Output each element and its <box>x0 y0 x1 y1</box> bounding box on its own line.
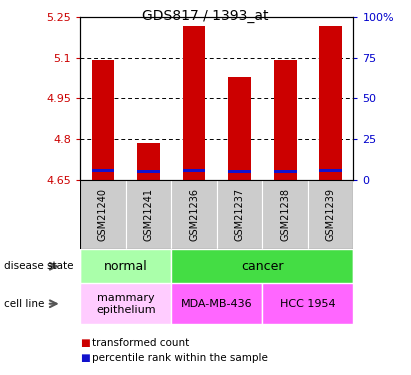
Bar <box>171 283 262 324</box>
Bar <box>217 180 262 249</box>
Bar <box>308 180 353 249</box>
Text: cancer: cancer <box>241 260 284 273</box>
Bar <box>171 180 217 249</box>
Text: GSM21241: GSM21241 <box>143 188 153 241</box>
Bar <box>137 143 160 180</box>
Text: disease state: disease state <box>4 261 74 271</box>
Bar <box>137 170 160 173</box>
Text: percentile rank within the sample: percentile rank within the sample <box>92 353 268 363</box>
Bar <box>228 76 251 180</box>
Text: GSM21237: GSM21237 <box>235 188 245 241</box>
Text: GSM21238: GSM21238 <box>280 188 290 241</box>
Bar <box>262 283 353 324</box>
Text: GSM21239: GSM21239 <box>326 188 336 241</box>
Text: GDS817 / 1393_at: GDS817 / 1393_at <box>142 9 269 23</box>
Bar <box>274 60 296 180</box>
Bar <box>319 169 342 172</box>
Bar <box>262 180 308 249</box>
Bar <box>92 169 114 172</box>
Bar <box>80 283 171 324</box>
Text: GSM21240: GSM21240 <box>98 188 108 241</box>
Text: normal: normal <box>104 260 148 273</box>
Bar <box>182 169 206 172</box>
Text: cell line: cell line <box>4 299 44 309</box>
Bar <box>80 249 171 283</box>
Text: ■: ■ <box>80 353 90 363</box>
Bar <box>228 170 251 173</box>
Bar <box>92 60 114 180</box>
Text: HCC 1954: HCC 1954 <box>280 299 336 309</box>
Bar <box>182 26 206 180</box>
Bar <box>80 180 126 249</box>
Bar <box>126 180 171 249</box>
Text: transformed count: transformed count <box>92 338 190 348</box>
Bar <box>319 26 342 180</box>
Bar <box>171 249 353 283</box>
Bar <box>274 170 296 173</box>
Text: ■: ■ <box>80 338 90 348</box>
Text: mammary
epithelium: mammary epithelium <box>96 292 155 315</box>
Text: MDA-MB-436: MDA-MB-436 <box>181 299 253 309</box>
Text: GSM21236: GSM21236 <box>189 188 199 241</box>
